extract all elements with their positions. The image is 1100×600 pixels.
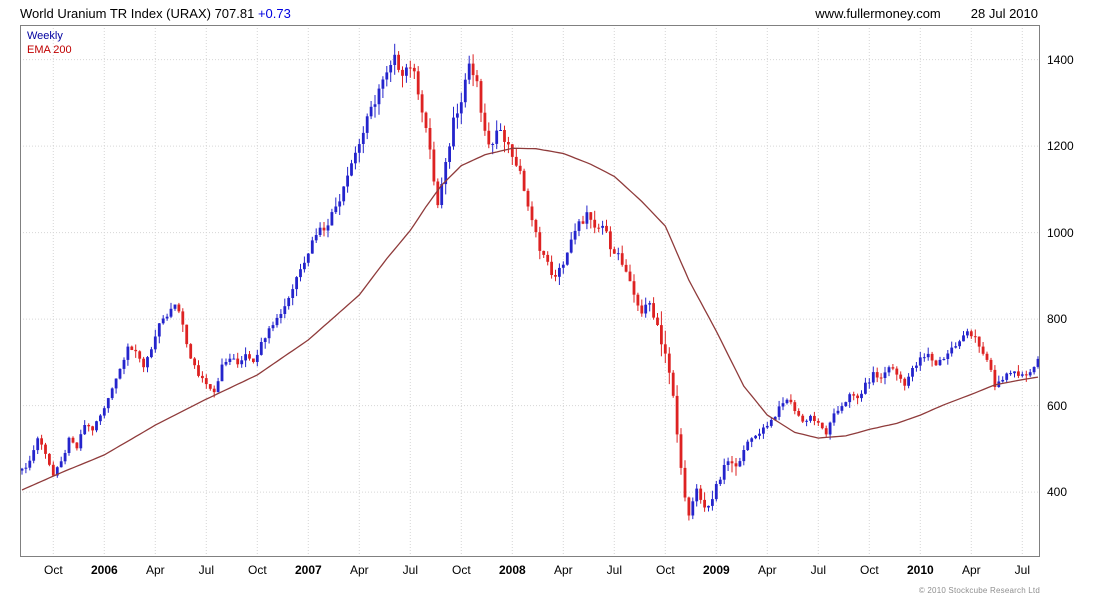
x-tick-label: Oct	[656, 563, 675, 577]
website-link[interactable]: www.fullermoney.com	[815, 6, 941, 21]
header-right: www.fullermoney.com 28 Jul 2010	[815, 6, 1038, 21]
x-tick-label: Jul	[606, 563, 623, 577]
x-tick-label: 2009	[702, 563, 730, 577]
x-tick-label: Apr	[758, 563, 777, 577]
candlestick-series	[20, 43, 1040, 521]
instrument-title: World Uranium TR Index (URAX) 707.81	[20, 6, 255, 21]
x-tick-label: 2010	[906, 563, 934, 577]
x-tick-label: 2006	[90, 563, 118, 577]
legend-ema-200: EMA 200	[27, 44, 72, 56]
gridlines	[20, 25, 1040, 557]
x-tick-label: 2007	[294, 563, 322, 577]
x-tick-label: Apr	[554, 563, 573, 577]
x-tick-label: 2008	[498, 563, 526, 577]
y-tick-label: 400	[1047, 485, 1068, 500]
y-tick-label: 1200	[1047, 139, 1074, 154]
x-tick-label: Oct	[860, 563, 879, 577]
x-tick-label: Apr	[350, 563, 369, 577]
y-tick-label: 1000	[1047, 225, 1074, 240]
legend-weekly: Weekly	[27, 30, 63, 42]
y-tick-label: 600	[1047, 398, 1068, 413]
chart-title: World Uranium TR Index (URAX) 707.81 +0.…	[20, 6, 291, 21]
y-tick-label: 800	[1047, 312, 1068, 327]
x-tick-label: Jul	[402, 563, 419, 577]
copyright-notice: © 2010 Stockcube Research Ltd	[918, 586, 1040, 595]
x-tick-label: Jul	[810, 563, 827, 577]
x-tick-label: Jul	[1014, 563, 1031, 577]
chart-plot-area	[20, 25, 1040, 557]
chart-date: 28 Jul 2010	[970, 6, 1038, 21]
x-tick-label: Oct	[44, 563, 63, 577]
plot-border	[20, 25, 1040, 557]
x-tick-label: Jul	[198, 563, 215, 577]
x-tick-label: Oct	[452, 563, 471, 577]
x-tick-label: Oct	[248, 563, 267, 577]
ema-line	[21, 147, 1039, 491]
y-tick-label: 1400	[1047, 52, 1074, 67]
x-tick-label: Apr	[146, 563, 165, 577]
price-change: +0.73	[257, 6, 291, 21]
price-chart-svg	[20, 25, 1040, 557]
x-tick-label: Apr	[962, 563, 981, 577]
